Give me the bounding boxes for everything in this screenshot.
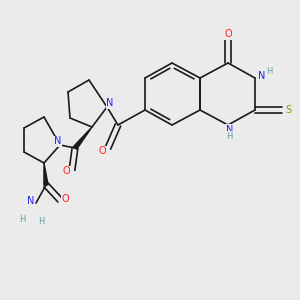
Text: N: N: [27, 196, 34, 206]
Text: O: O: [63, 167, 70, 176]
Text: H: H: [38, 217, 44, 226]
Text: H: H: [226, 132, 233, 141]
Text: H: H: [19, 215, 26, 224]
Text: N: N: [226, 124, 233, 134]
Polygon shape: [44, 163, 48, 185]
Text: O: O: [61, 194, 69, 203]
Text: O: O: [99, 146, 106, 156]
Text: N: N: [258, 70, 265, 81]
Text: O: O: [224, 29, 232, 39]
Text: H: H: [266, 67, 273, 76]
Text: N: N: [54, 136, 61, 146]
Polygon shape: [74, 127, 92, 149]
Text: S: S: [286, 105, 292, 115]
Text: N: N: [106, 98, 114, 108]
